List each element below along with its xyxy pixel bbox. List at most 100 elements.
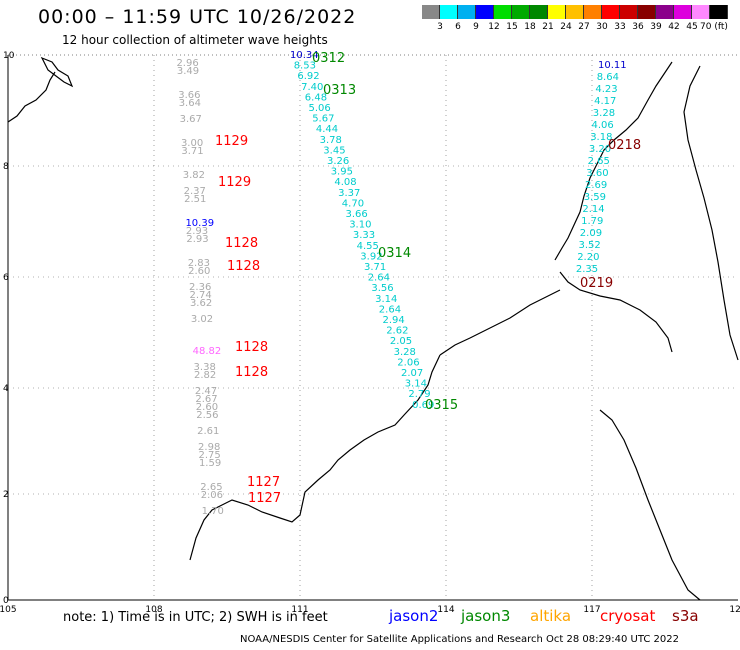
wave-height-value: 4.44 [316, 124, 338, 135]
color-scale-label: 18 [524, 22, 536, 32]
wave-height-value: 5.06 [309, 103, 331, 114]
color-swatch [620, 5, 638, 19]
pass-time-label: 1128 [235, 365, 268, 380]
color-scale-label: 6 [455, 22, 461, 32]
wave-height-value: 2.82 [194, 370, 216, 381]
pass-time-label: 0315 [425, 398, 458, 413]
wave-height-value: 1.59 [199, 458, 221, 469]
wave-height-value: 3.00 [181, 138, 203, 149]
color-scale-label: 33 [614, 22, 626, 32]
wave-height-value: 2.94 [383, 315, 405, 326]
pass-time-label: 1128 [235, 340, 268, 355]
wave-height-value: 3.37 [338, 188, 360, 199]
pass-time-label: 1127 [248, 491, 281, 506]
wave-height-value: 2.74 [190, 290, 212, 301]
color-swatch [602, 5, 620, 19]
color-scale-label: 3 [437, 22, 443, 32]
color-swatch [656, 5, 674, 19]
wave-height-value: 3.33 [353, 230, 375, 241]
wave-height-value: 4.06 [592, 120, 614, 131]
y-tick-label: 10 [3, 51, 15, 61]
pass-time-label: 0314 [378, 246, 411, 261]
color-swatch [548, 5, 566, 19]
coastline-borneo [189, 354, 441, 561]
map-subtitle: 12 hour collection of altimeter wave hei… [62, 33, 328, 47]
wave-height-value: 5.67 [312, 114, 334, 125]
wave-height-value: 3.14 [375, 294, 397, 305]
y-tick-label: 8 [3, 162, 9, 172]
color-swatch [566, 5, 584, 19]
legend-satellite-jason3: jason3 [461, 607, 511, 625]
wave-height-value: 2.35 [576, 264, 598, 275]
wave-height-value: 2.47 [195, 386, 217, 397]
color-scale-label: 36 [632, 22, 644, 32]
wave-height-value: 2.60 [188, 266, 210, 277]
color-swatch [458, 5, 476, 19]
wave-height-value: 8.64 [597, 72, 619, 83]
footer-note: note: 1) Time is in UTC; 2) SWH is in fe… [63, 610, 328, 625]
y-tick-label: 0 [3, 596, 9, 606]
coastline-sulu [559, 271, 673, 353]
wave-height-value: 3.20 [589, 144, 611, 155]
x-tick-label: 108 [145, 605, 162, 615]
pass-time-label: 1129 [215, 134, 248, 149]
wave-height-value: 3.82 [183, 170, 205, 181]
color-scale-label: 70 (ft) [700, 22, 728, 32]
color-scale-label: 9 [473, 22, 479, 32]
color-scale-label: 24 [560, 22, 572, 32]
color-scale-label: 21 [542, 22, 554, 32]
credit-line: NOAA/NESDIS Center for Satellite Applica… [240, 634, 679, 645]
color-swatch [584, 5, 602, 19]
wave-height-value: 2.75 [199, 450, 221, 461]
pass-time-label: 1129 [218, 175, 251, 190]
x-tick-label: 105 [0, 605, 17, 615]
color-swatch [476, 5, 494, 19]
color-swatch [530, 5, 548, 19]
map-title: 00:00 – 11:59 UTC 10/26/2022 [38, 6, 357, 28]
y-tick-label: 2 [3, 490, 9, 500]
wave-height-value: 3.64 [179, 98, 201, 109]
wave-height-value: 2.60 [196, 402, 218, 413]
color-swatch [440, 5, 458, 19]
pass-time-label: 1128 [225, 236, 258, 251]
wave-height-value: 3.78 [320, 135, 342, 146]
pass-time-labels: 0312 0313 0314 0315 1129 1129 1128 1128 1128 1128… [215, 51, 641, 506]
color-scale-label: 15 [506, 22, 518, 32]
pass-time-label: 0218 [608, 138, 641, 153]
color-swatch [512, 5, 530, 19]
color-swatch [710, 5, 728, 19]
wave-height-value: 2.64 [368, 273, 390, 284]
wave-height-value: 3.71 [181, 146, 203, 157]
color-swatch [494, 5, 512, 19]
wave-height-value: 4.08 [334, 177, 356, 188]
color-scale-label: 27 [578, 22, 590, 32]
wave-height-value: 3.26 [327, 156, 349, 167]
wave-height-value: 2.64 [379, 304, 401, 315]
axis-ticks: 1051081111141171201086420 [0, 51, 740, 615]
wave-height-value: 2.06 [397, 357, 419, 368]
wave-height-value: 3.38 [194, 362, 216, 373]
wave-height-value: 2.56 [196, 410, 218, 421]
wave-height-value: 10.39 [185, 218, 214, 229]
wave-height-value: 3.52 [579, 240, 601, 251]
legend-satellite-jason2: jason2 [389, 607, 439, 625]
wave-height-value: 48.82 [193, 346, 222, 357]
wave-height-value: 1.79 [581, 216, 603, 227]
wave-height-value: 3.66 [178, 90, 200, 101]
wave-height-value: 4.55 [357, 241, 379, 252]
coastline-palawan [554, 61, 673, 261]
wave-height-value: 3.45 [323, 145, 345, 156]
wave-height-value: 10.34 [290, 50, 319, 61]
wave-height-value: 1.70 [202, 506, 224, 517]
legend-satellite-s3a: s3a [672, 607, 699, 625]
wave-height-value: 2.62 [386, 326, 408, 337]
altimeter-tracks: 2.963.493.663.643.673.003.713.822.372.51… [176, 50, 626, 517]
wave-height-value: 2.93 [186, 234, 208, 245]
wave-height-value: 2.69 [585, 180, 607, 191]
wave-height-value: 3.14 [405, 379, 427, 390]
coastline-east [683, 65, 739, 361]
pass-time-label: 0313 [323, 83, 356, 98]
wave-height-value: 4.23 [595, 84, 617, 95]
wave-height-value: 6.92 [297, 71, 319, 82]
